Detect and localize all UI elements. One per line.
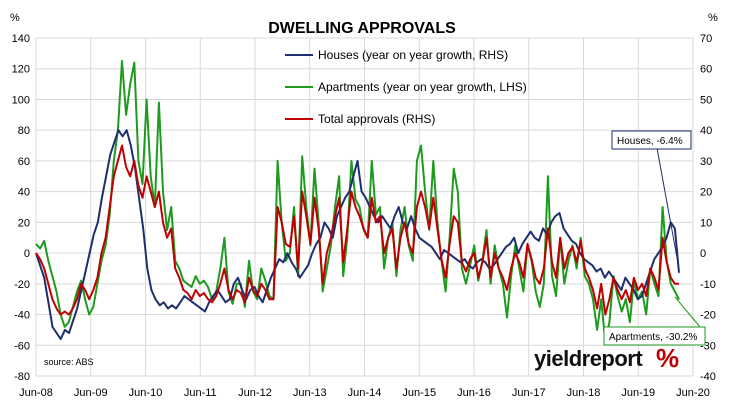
source-note: source: ABS bbox=[44, 357, 94, 367]
callout-apartments-leader bbox=[674, 296, 701, 328]
left-axis-tick-label: 100 bbox=[12, 94, 30, 106]
logo-wordmark: yieldreport bbox=[534, 346, 643, 371]
right-axis-tick-label: 70 bbox=[700, 33, 712, 45]
x-axis-tick-label: Jun-14 bbox=[348, 387, 382, 399]
left-axis-tick-label: -40 bbox=[14, 310, 30, 322]
left-axis-tick-label: -20 bbox=[14, 279, 30, 291]
series-layer bbox=[35, 60, 680, 344]
callout-houses-leader bbox=[656, 147, 679, 264]
grid-layer bbox=[35, 37, 694, 377]
x-axis-tick-label: Jun-12 bbox=[238, 387, 272, 399]
x-axis-tick-label: Jun-17 bbox=[512, 387, 546, 399]
x-axis-tick-label: Jun-10 bbox=[129, 387, 163, 399]
right-axis-tick-label: 40 bbox=[700, 125, 712, 137]
left-axis-tick-label: -80 bbox=[14, 371, 30, 383]
left-axis-tick-label: 40 bbox=[18, 187, 30, 199]
right-axis-tick-label: 0 bbox=[700, 248, 706, 260]
callout-apartments-label: Apartments, -30.2% bbox=[609, 332, 697, 343]
legend-label-total: Total approvals (RHS) bbox=[318, 112, 435, 126]
callout-apartments: Apartments, -30.2% bbox=[603, 296, 706, 346]
legend-label-houses: Houses (year on year growth, RHS) bbox=[318, 48, 508, 62]
right-axis-unit: % bbox=[708, 12, 718, 24]
left-axis-tick-label: 60 bbox=[18, 156, 30, 168]
right-axis-tick-label: 50 bbox=[700, 94, 712, 106]
left-axis-tick-label: 80 bbox=[18, 125, 30, 137]
x-axis-tick-label: Jun-16 bbox=[457, 387, 491, 399]
left-axis-tick-label: 0 bbox=[24, 248, 30, 260]
right-axis-tick-label: -10 bbox=[700, 279, 716, 291]
right-axis-tick-label: 20 bbox=[700, 187, 712, 199]
x-axis-tick-label: Jun-08 bbox=[19, 387, 53, 399]
x-axis-tick-label: Jun-13 bbox=[293, 387, 327, 399]
legend-label-apartments: Apartments (year on year growth, LHS) bbox=[318, 80, 527, 94]
x-axis-tick-label: Jun-15 bbox=[402, 387, 436, 399]
chart-title: DWELLING APPROVALS bbox=[268, 20, 456, 37]
callout-houses: Houses, -6.4% bbox=[611, 130, 692, 264]
left-axis-tick-label: 120 bbox=[12, 64, 30, 76]
x-axis-tick-label: Jun-20 bbox=[676, 387, 710, 399]
callout-apartments-box bbox=[603, 326, 706, 346]
left-axis-tick-label: 140 bbox=[12, 33, 30, 45]
x-axis-tick-label: Jun-09 bbox=[74, 387, 108, 399]
left-axis-unit: % bbox=[10, 12, 20, 24]
x-axis-tick-label: Jun-11 bbox=[184, 387, 217, 399]
right-axis-tick-label: -40 bbox=[700, 371, 716, 383]
series-line-total bbox=[35, 144, 679, 316]
x-axis-tick-label: Jun-19 bbox=[621, 387, 655, 399]
axis-layer: 140120100806040200-20-40-60-807060504030… bbox=[12, 33, 716, 399]
callout-houses-box bbox=[611, 130, 692, 150]
x-axis-tick-label: Jun-18 bbox=[567, 387, 601, 399]
right-axis-tick-label: -20 bbox=[700, 310, 716, 322]
left-axis-tick-label: -60 bbox=[14, 340, 30, 352]
legend: Houses (year on year growth, RHS) Apartm… bbox=[285, 48, 527, 126]
yieldreport-logo: yieldreport % bbox=[534, 343, 679, 373]
right-axis-tick-label: 30 bbox=[700, 156, 712, 168]
right-axis-tick-label: 60 bbox=[700, 64, 712, 76]
series-line-apartments bbox=[35, 60, 680, 344]
series-line-houses bbox=[35, 129, 680, 341]
logo-percent-symbol: % bbox=[656, 343, 679, 373]
callout-houses-label: Houses, -6.4% bbox=[617, 136, 683, 147]
left-axis-tick-label: 20 bbox=[18, 217, 30, 229]
right-axis-tick-label: 10 bbox=[700, 217, 712, 229]
